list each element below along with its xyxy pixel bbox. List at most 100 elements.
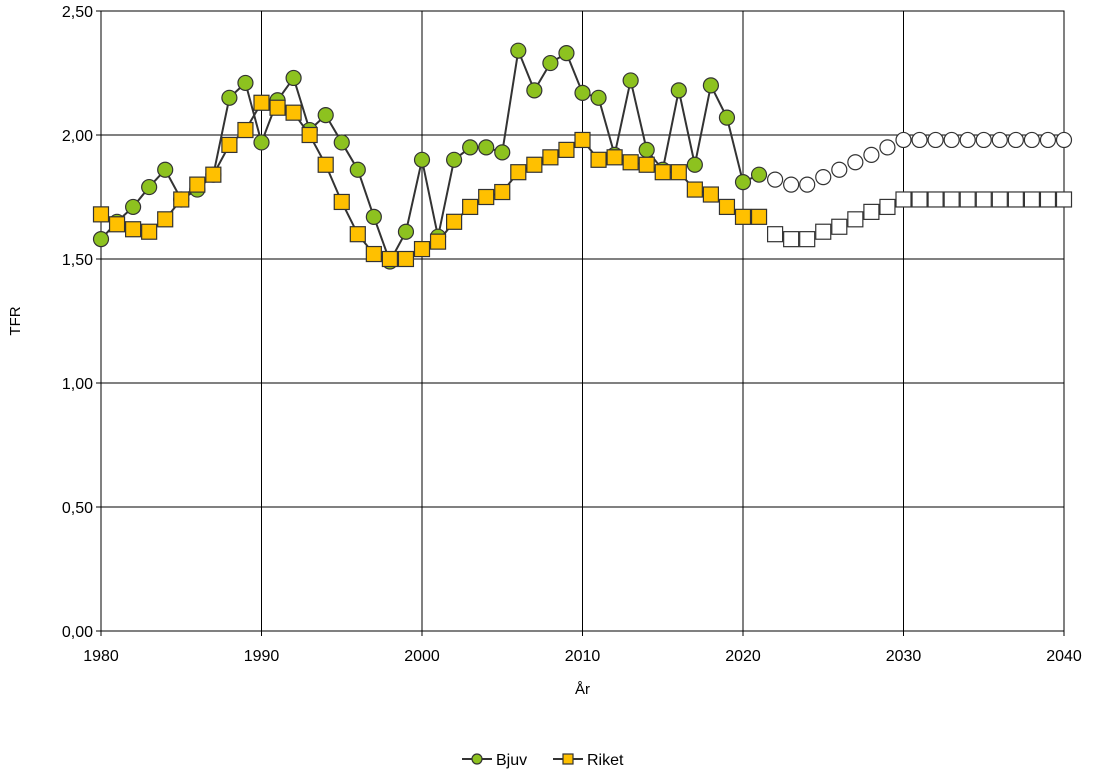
y-axis-label: TFR: [7, 306, 24, 335]
projection-point-riket: [991, 191, 1008, 208]
data-point-bjuv: [221, 89, 238, 106]
data-point-riket: [124, 221, 142, 238]
data-point-riket: [108, 216, 126, 233]
projection-point-bjuv: [799, 176, 816, 193]
data-point-bjuv: [734, 174, 752, 191]
data-point-riket: [365, 245, 382, 263]
x-tick-label: 2020: [725, 648, 761, 665]
data-point-riket: [92, 206, 110, 223]
data-point-bjuv: [125, 198, 142, 216]
projection-point-bjuv: [991, 131, 1008, 149]
legend-item-bjuv: Bjuv: [462, 752, 527, 769]
data-point-riket: [670, 164, 687, 181]
y-tick-label: 1,00: [62, 376, 93, 393]
data-point-riket: [702, 186, 720, 203]
data-point-bjuv: [397, 223, 415, 240]
legend-marker-bjuv: [471, 753, 483, 765]
y-tick-label: 2,50: [62, 4, 93, 21]
projection-point-riket: [847, 211, 864, 228]
x-tick-label: 1990: [244, 648, 280, 665]
data-point-riket: [333, 193, 350, 211]
projection-point-riket: [783, 231, 800, 248]
y-axis-ticks: 0,00 0,50 1,00 1,50 2,00 2,50: [62, 4, 101, 641]
projection-point-riket: [815, 223, 832, 240]
data-point-riket: [285, 104, 302, 121]
data-point-riket: [141, 223, 158, 240]
data-point-riket: [173, 191, 190, 208]
projection-point-riket: [895, 191, 912, 208]
projection-point-bjuv: [911, 131, 928, 149]
series-bjuv: [92, 42, 1073, 270]
data-point-bjuv: [446, 151, 463, 168]
data-point-riket: [221, 136, 238, 154]
data-point-riket: [446, 213, 463, 230]
projection-point-bjuv: [895, 131, 912, 149]
y-tick-label: 0,50: [62, 500, 93, 517]
projection-point-bjuv: [1007, 131, 1024, 149]
data-point-riket: [317, 156, 334, 173]
data-point-bjuv: [253, 134, 270, 151]
projection-point-bjuv: [975, 131, 992, 149]
y-tick-label: 0,00: [62, 624, 93, 641]
data-point-bjuv: [510, 42, 527, 59]
data-point-bjuv: [365, 208, 382, 225]
data-point-bjuv: [462, 139, 479, 156]
y-tick-label: 2,00: [62, 128, 93, 145]
data-point-bjuv: [542, 54, 559, 72]
data-point-riket: [189, 176, 206, 193]
data-point-riket: [413, 240, 431, 258]
projection-point-bjuv: [1039, 131, 1057, 149]
x-axis-label: År: [575, 681, 590, 698]
legend-item-riket: Riket: [553, 752, 624, 769]
data-point-bjuv: [558, 45, 575, 62]
grid-lines: [100, 10, 1065, 632]
data-point-riket: [381, 250, 398, 268]
series-line-bjuv: [100, 46, 760, 264]
legend-label-bjuv: Bjuv: [496, 752, 527, 769]
data-point-riket: [269, 99, 286, 116]
data-point-riket: [686, 181, 703, 198]
data-point-riket: [494, 183, 511, 201]
data-point-bjuv: [141, 178, 158, 196]
projection-point-bjuv: [831, 161, 848, 178]
projection-point-riket: [943, 191, 960, 208]
data-point-riket: [638, 156, 655, 173]
data-point-bjuv: [574, 84, 591, 101]
projection-point-bjuv: [863, 146, 880, 163]
projection-point-bjuv: [927, 131, 944, 149]
data-point-riket: [205, 166, 222, 183]
projection-point-bjuv: [766, 171, 784, 188]
data-point-riket: [622, 154, 639, 171]
projection-point-riket: [1039, 191, 1057, 208]
x-tick-label: 2040: [1046, 648, 1082, 665]
projection-point-bjuv: [1023, 131, 1041, 149]
legend-marker-riket: [562, 753, 574, 765]
data-point-bjuv: [622, 72, 639, 89]
projection-point-bjuv: [783, 176, 800, 193]
legend: Bjuv Riket: [462, 752, 624, 769]
data-point-riket: [606, 149, 623, 166]
data-point-bjuv: [349, 161, 366, 178]
projection-point-riket: [863, 203, 880, 220]
data-point-bjuv: [718, 109, 736, 126]
data-point-riket: [542, 149, 559, 166]
data-point-riket: [590, 151, 607, 168]
data-point-riket: [558, 141, 575, 158]
data-point-riket: [526, 156, 543, 173]
x-tick-label: 1980: [83, 648, 119, 665]
data-point-bjuv: [237, 74, 254, 92]
projection-point-bjuv: [815, 169, 832, 186]
data-point-riket: [237, 121, 254, 139]
data-point-bjuv: [333, 134, 350, 151]
projection-point-riket: [959, 191, 976, 208]
data-point-bjuv: [157, 161, 174, 178]
projection-point-riket: [799, 231, 816, 248]
data-point-bjuv: [92, 231, 110, 248]
data-point-bjuv: [413, 151, 431, 168]
data-point-bjuv: [285, 69, 302, 87]
projection-point-riket: [1007, 191, 1024, 208]
data-point-riket: [349, 226, 366, 243]
data-point-riket: [718, 198, 736, 216]
data-point-riket: [478, 188, 495, 206]
